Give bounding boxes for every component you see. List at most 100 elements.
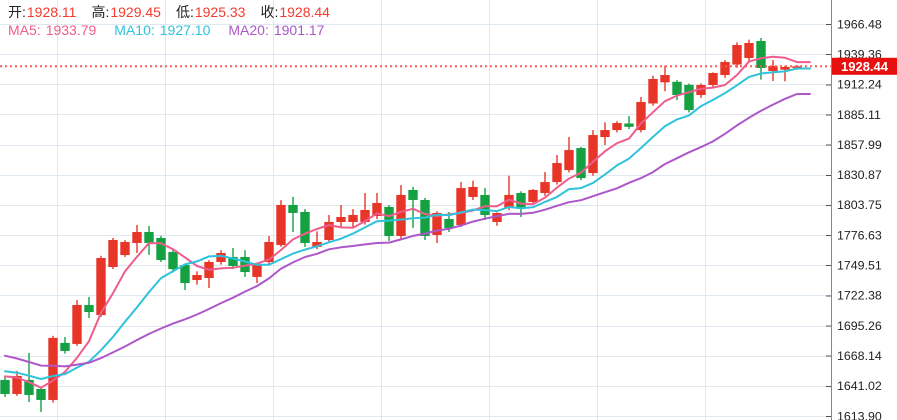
last-price-tag-value: 1928.44 <box>841 59 889 74</box>
candle[interactable] <box>564 137 574 173</box>
candle-body <box>180 264 190 284</box>
y-axis-label: 1613.90 <box>837 409 882 420</box>
candle-body <box>672 81 682 96</box>
candle[interactable] <box>768 59 778 82</box>
candle-body <box>240 256 250 273</box>
candle[interactable] <box>84 297 94 319</box>
candle[interactable] <box>744 39 754 62</box>
candle[interactable] <box>600 122 610 146</box>
ma5-readout: MA5: 1933.79 <box>8 22 96 39</box>
candle[interactable] <box>696 83 706 98</box>
candle[interactable] <box>360 192 370 225</box>
candle[interactable] <box>648 75 658 106</box>
candle[interactable] <box>672 80 682 101</box>
candle-body <box>684 84 694 111</box>
candle[interactable] <box>168 250 178 273</box>
candle[interactable] <box>480 187 490 220</box>
candle[interactable] <box>504 175 514 211</box>
candle[interactable] <box>468 180 478 200</box>
candle-body <box>360 209 370 222</box>
high-value: 1929.45 <box>110 4 161 20</box>
candle[interactable] <box>324 214 334 243</box>
ma20-label: MA20: <box>228 22 269 38</box>
candle[interactable] <box>624 116 634 130</box>
candle-body <box>540 182 550 193</box>
candle-body <box>636 102 646 131</box>
candle-body <box>132 231 142 243</box>
candle[interactable] <box>252 263 262 284</box>
candle[interactable] <box>48 335 58 403</box>
candle[interactable] <box>720 60 730 78</box>
candle[interactable] <box>708 72 718 88</box>
low-label: 低: <box>175 4 194 20</box>
y-axis-label: 1776.63 <box>837 228 882 242</box>
candle[interactable] <box>660 65 670 92</box>
candle[interactable] <box>492 212 502 226</box>
candle-body <box>708 73 718 86</box>
high-readout: 高: 1929.45 <box>91 4 161 21</box>
ma10-line <box>4 67 811 380</box>
moving-average-lines <box>4 55 811 389</box>
candle-body <box>780 67 790 70</box>
candle-body <box>528 189 538 202</box>
candle[interactable] <box>612 121 622 133</box>
ma-readout: MA5: 1933.79 MA10: 1927.10 MA20: 1901.17 <box>8 22 324 39</box>
candle-body <box>288 204 298 213</box>
candle[interactable] <box>576 146 586 181</box>
candle[interactable] <box>636 97 646 133</box>
candle-body <box>744 42 754 58</box>
candle[interactable] <box>0 376 10 397</box>
candle[interactable] <box>408 186 418 228</box>
candle-body <box>372 202 382 216</box>
candle-body <box>24 379 34 395</box>
candle-body <box>168 251 178 270</box>
last-price-tag-bg <box>832 57 897 75</box>
candle[interactable] <box>156 235 166 262</box>
candle[interactable] <box>132 224 142 253</box>
candle[interactable] <box>108 237 118 270</box>
candle[interactable] <box>216 250 226 265</box>
candle[interactable] <box>348 209 358 227</box>
candle[interactable] <box>780 65 790 82</box>
candle-body <box>756 40 766 69</box>
candle[interactable] <box>96 255 106 317</box>
candle-body <box>264 241 274 262</box>
candle[interactable] <box>588 130 598 176</box>
candle-body <box>0 379 10 394</box>
ma20-readout: MA20: 1901.17 <box>228 22 324 39</box>
candle[interactable] <box>300 209 310 247</box>
candle-body <box>516 192 526 208</box>
candle[interactable] <box>240 250 250 277</box>
candle-body <box>156 237 166 260</box>
candle[interactable] <box>72 300 82 346</box>
candle-body <box>444 218 454 228</box>
candle[interactable] <box>336 204 346 228</box>
candle[interactable] <box>540 172 550 196</box>
candle[interactable] <box>276 200 286 247</box>
candle[interactable] <box>456 182 466 227</box>
candle[interactable] <box>12 370 22 396</box>
low-readout: 低: 1925.33 <box>176 4 246 21</box>
candle[interactable] <box>144 225 154 255</box>
candle[interactable] <box>684 83 694 113</box>
candle[interactable] <box>36 386 46 412</box>
candle[interactable] <box>552 155 562 185</box>
candle-body <box>552 163 562 183</box>
candle-body <box>396 194 406 236</box>
candle[interactable] <box>732 42 742 68</box>
last-price-tag: 1928.44 <box>832 57 897 75</box>
ma5-line <box>4 55 811 389</box>
candle[interactable] <box>288 196 298 232</box>
candle-body <box>768 66 778 72</box>
candle[interactable] <box>192 271 202 285</box>
candle-body <box>648 79 658 104</box>
candle[interactable] <box>60 336 70 354</box>
y-axis-label: 1641.02 <box>837 379 882 393</box>
candle[interactable] <box>384 204 394 241</box>
candle[interactable] <box>180 263 190 291</box>
candle[interactable] <box>372 192 382 220</box>
candle[interactable] <box>120 240 130 257</box>
candle[interactable] <box>528 189 538 205</box>
